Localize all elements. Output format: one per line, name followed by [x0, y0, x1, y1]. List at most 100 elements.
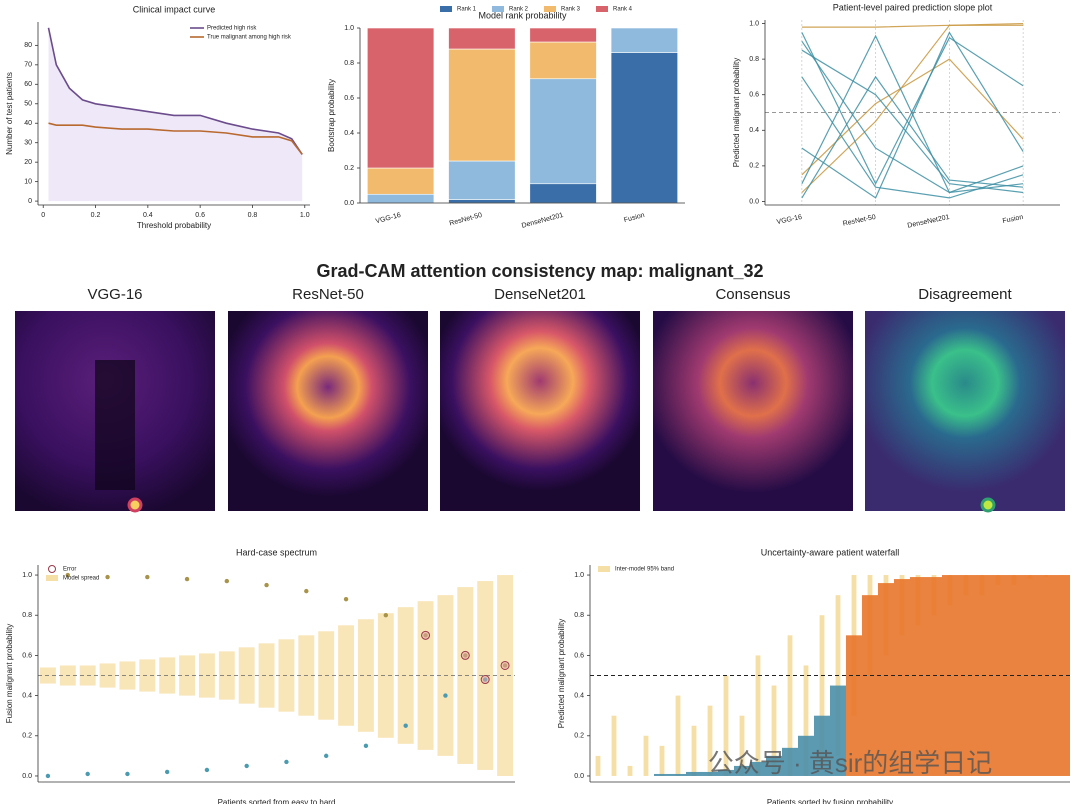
x-tick-label: ResNet-50	[449, 212, 483, 227]
x-tick-label: DenseNet201	[907, 214, 950, 230]
bar	[910, 577, 926, 776]
patient-line	[801, 75, 1024, 199]
point	[45, 773, 51, 779]
point	[145, 574, 150, 580]
heatmap-spot	[127, 497, 143, 513]
point	[383, 613, 389, 618]
y-tick-label: 0.4	[344, 130, 354, 137]
patient-line	[801, 23, 1024, 28]
y-tick-label: 0.8	[749, 56, 759, 63]
spread-band	[218, 651, 235, 700]
y-tick-label: 0.0	[22, 773, 32, 780]
y-axis-label: Number of test patients	[5, 72, 14, 155]
y-tick-label: 70	[24, 62, 32, 69]
point	[304, 588, 309, 594]
y-tick-label: 0.6	[344, 95, 354, 102]
point	[443, 693, 448, 698]
error-marker	[500, 660, 510, 670]
y-tick-label: 0.8	[574, 612, 584, 619]
patient-line	[801, 31, 1024, 199]
spread-band	[119, 661, 136, 690]
bar	[766, 755, 782, 776]
legend-swatch	[544, 6, 556, 12]
bar	[702, 771, 718, 776]
error-marker	[460, 650, 470, 660]
bar	[862, 595, 878, 776]
heatmap	[228, 311, 428, 511]
patient-line	[801, 76, 1024, 199]
error-marker	[480, 675, 490, 685]
legend-label: Model spread	[63, 576, 99, 582]
chart-title: Uncertainty-aware patient waterfall	[761, 547, 900, 557]
y-tick-label: 0	[28, 198, 32, 205]
uncertainty-band	[803, 665, 809, 776]
bar	[750, 761, 766, 776]
bar-segment	[529, 27, 597, 43]
point	[363, 743, 369, 749]
legend-swatch	[46, 575, 58, 581]
y-tick-label: 0.4	[749, 127, 759, 134]
uncertainty-band	[771, 685, 777, 776]
point	[343, 596, 349, 602]
y-axis-label: Predicted malignant probability	[732, 58, 741, 167]
bar-segment	[367, 167, 435, 195]
y-tick-label: 0.2	[749, 163, 759, 170]
panel-title: Consensus	[715, 286, 790, 303]
x-axis-label: Patients sorted from easy to hard	[218, 798, 336, 804]
point	[65, 572, 71, 578]
spread-band	[258, 643, 275, 708]
error-marker	[421, 630, 431, 640]
uncertainty-band	[787, 635, 793, 776]
uncertainty-band	[723, 675, 729, 776]
point	[125, 771, 130, 777]
bar-segment	[448, 199, 516, 204]
y-tick-label: 0.6	[749, 92, 759, 99]
bar-segment	[610, 52, 678, 204]
bar	[926, 577, 942, 776]
legend-label: Rank 2	[509, 7, 529, 13]
point	[85, 771, 90, 777]
legend-label: Rank 3	[561, 7, 581, 13]
bar-segment	[529, 41, 597, 80]
legend-swatch	[440, 6, 452, 12]
uncertainty-band	[627, 765, 633, 776]
bar	[670, 773, 686, 776]
y-tick-label: 1.0	[749, 20, 759, 27]
gradcam-title: Grad-CAM attention consistency map: mali…	[316, 261, 763, 281]
y-tick-label: 1.0	[344, 25, 354, 32]
point	[264, 582, 269, 588]
point	[284, 759, 289, 765]
uncertainty-band	[659, 745, 665, 776]
chart-title: Clinical impact curve	[133, 4, 216, 14]
bar	[846, 635, 862, 776]
bar	[686, 771, 702, 776]
x-tick-label: 1.0	[300, 212, 310, 219]
bar	[830, 685, 846, 776]
uncertainty-band	[595, 755, 601, 776]
point	[323, 753, 329, 759]
chart-title: Patient-level paired prediction slope pl…	[833, 2, 993, 12]
y-tick-label: 0.6	[574, 652, 584, 659]
spread-band	[139, 659, 156, 692]
area	[48, 27, 303, 202]
chart-title: Hard-case spectrum	[236, 547, 317, 557]
x-axis-label: Patients sorted by fusion probability	[767, 798, 893, 804]
bar	[798, 735, 814, 776]
bar	[958, 575, 974, 776]
line	[47, 27, 303, 155]
x-tick-label: 0.6	[195, 212, 205, 219]
panel-title: ResNet-50	[292, 286, 364, 303]
y-tick-label: 40	[24, 120, 32, 127]
bar-segment	[367, 193, 435, 204]
legend-swatch	[48, 565, 56, 573]
bar-segment	[448, 160, 516, 200]
x-tick-label: DenseNet201	[521, 212, 564, 230]
point	[204, 767, 210, 773]
point	[164, 769, 170, 775]
point	[105, 574, 110, 580]
y-tick-label: 0.0	[344, 200, 354, 207]
bar-segment	[529, 183, 597, 204]
patient-line	[801, 32, 1024, 186]
panel-title: DenseNet201	[494, 286, 586, 303]
